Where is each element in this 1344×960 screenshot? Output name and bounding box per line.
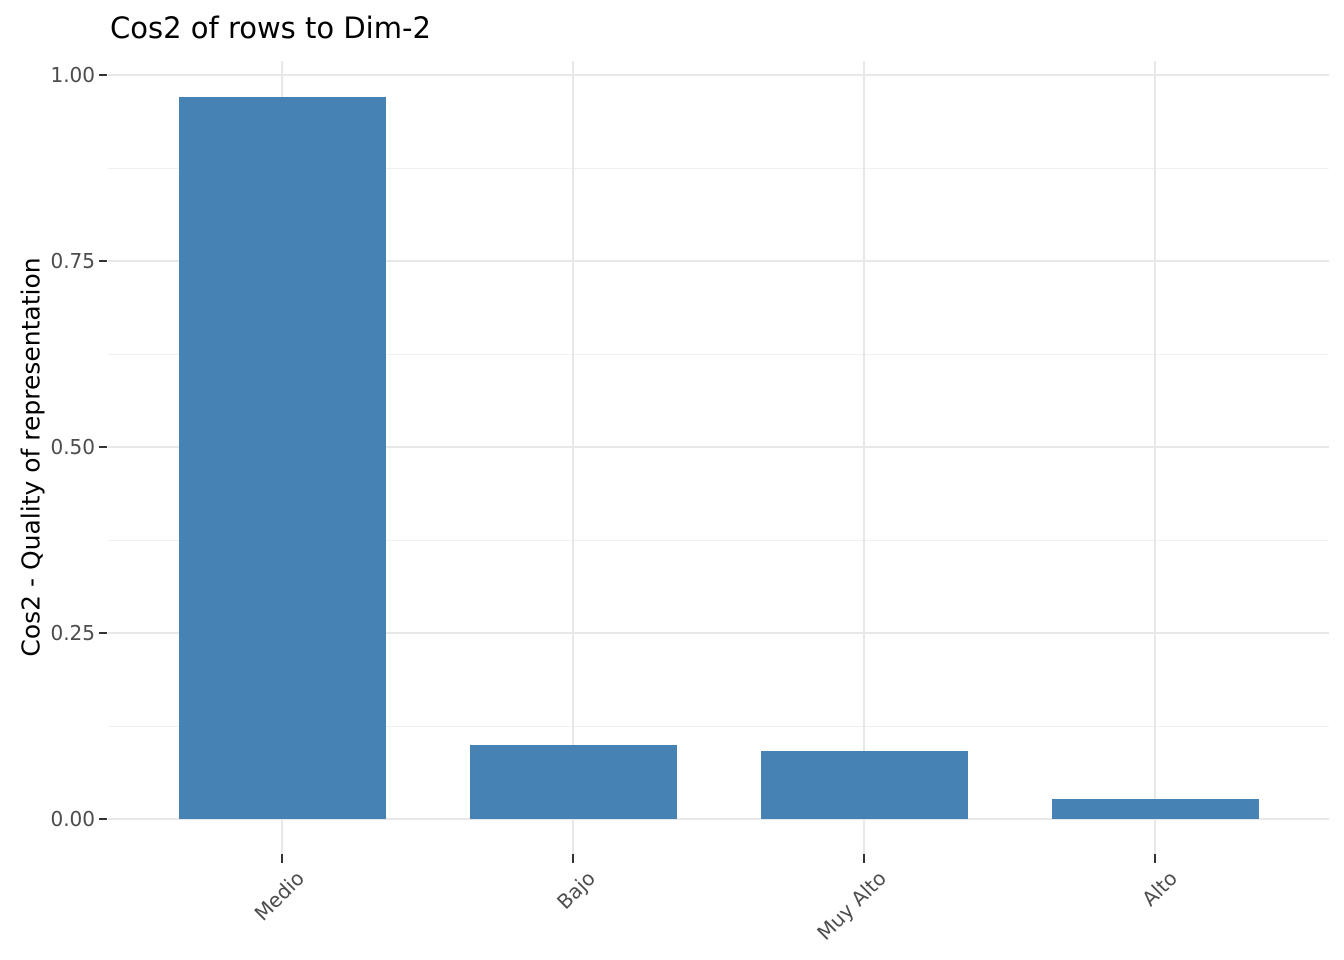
x-tick-label: Muy Alto bbox=[812, 866, 891, 945]
y-tick bbox=[99, 74, 107, 76]
x-tick bbox=[572, 854, 574, 863]
x-tick bbox=[1154, 854, 1156, 863]
gridline-y-major bbox=[108, 260, 1329, 262]
bar-muy-alto bbox=[761, 751, 968, 819]
y-tick-label: 0.50 bbox=[50, 435, 95, 459]
x-tick-label: Bajo bbox=[552, 866, 600, 914]
gridline-y-major bbox=[108, 632, 1329, 634]
gridline-x-muy-alto bbox=[863, 61, 865, 854]
chart-title: Cos2 of rows to Dim-2 bbox=[110, 11, 431, 45]
y-tick-label: 0.00 bbox=[50, 807, 95, 831]
gridline-y-major bbox=[108, 446, 1329, 448]
y-tick-label: 0.75 bbox=[50, 249, 95, 273]
x-tick bbox=[863, 854, 865, 863]
y-tick bbox=[99, 260, 107, 262]
y-tick bbox=[99, 632, 107, 634]
gridline-x-bajo bbox=[572, 61, 574, 854]
bar-alto bbox=[1052, 799, 1259, 819]
gridline-y-minor bbox=[108, 354, 1329, 355]
gridline-y-major bbox=[108, 818, 1329, 820]
y-tick bbox=[99, 446, 107, 448]
x-tick-label: Alto bbox=[1137, 866, 1182, 911]
gridline-y-minor bbox=[108, 726, 1329, 727]
y-tick-label: 1.00 bbox=[50, 63, 95, 87]
bar-medio bbox=[179, 97, 386, 819]
gridline-x-alto bbox=[1154, 61, 1156, 854]
y-tick-label: 0.25 bbox=[50, 621, 95, 645]
gridline-y-major bbox=[108, 74, 1329, 76]
bar-bajo bbox=[470, 745, 677, 819]
x-tick-label: Medio bbox=[249, 866, 309, 926]
y-tick bbox=[99, 818, 107, 820]
x-tick bbox=[281, 854, 283, 863]
gridline-y-minor bbox=[108, 168, 1329, 169]
gridline-y-minor bbox=[108, 540, 1329, 541]
